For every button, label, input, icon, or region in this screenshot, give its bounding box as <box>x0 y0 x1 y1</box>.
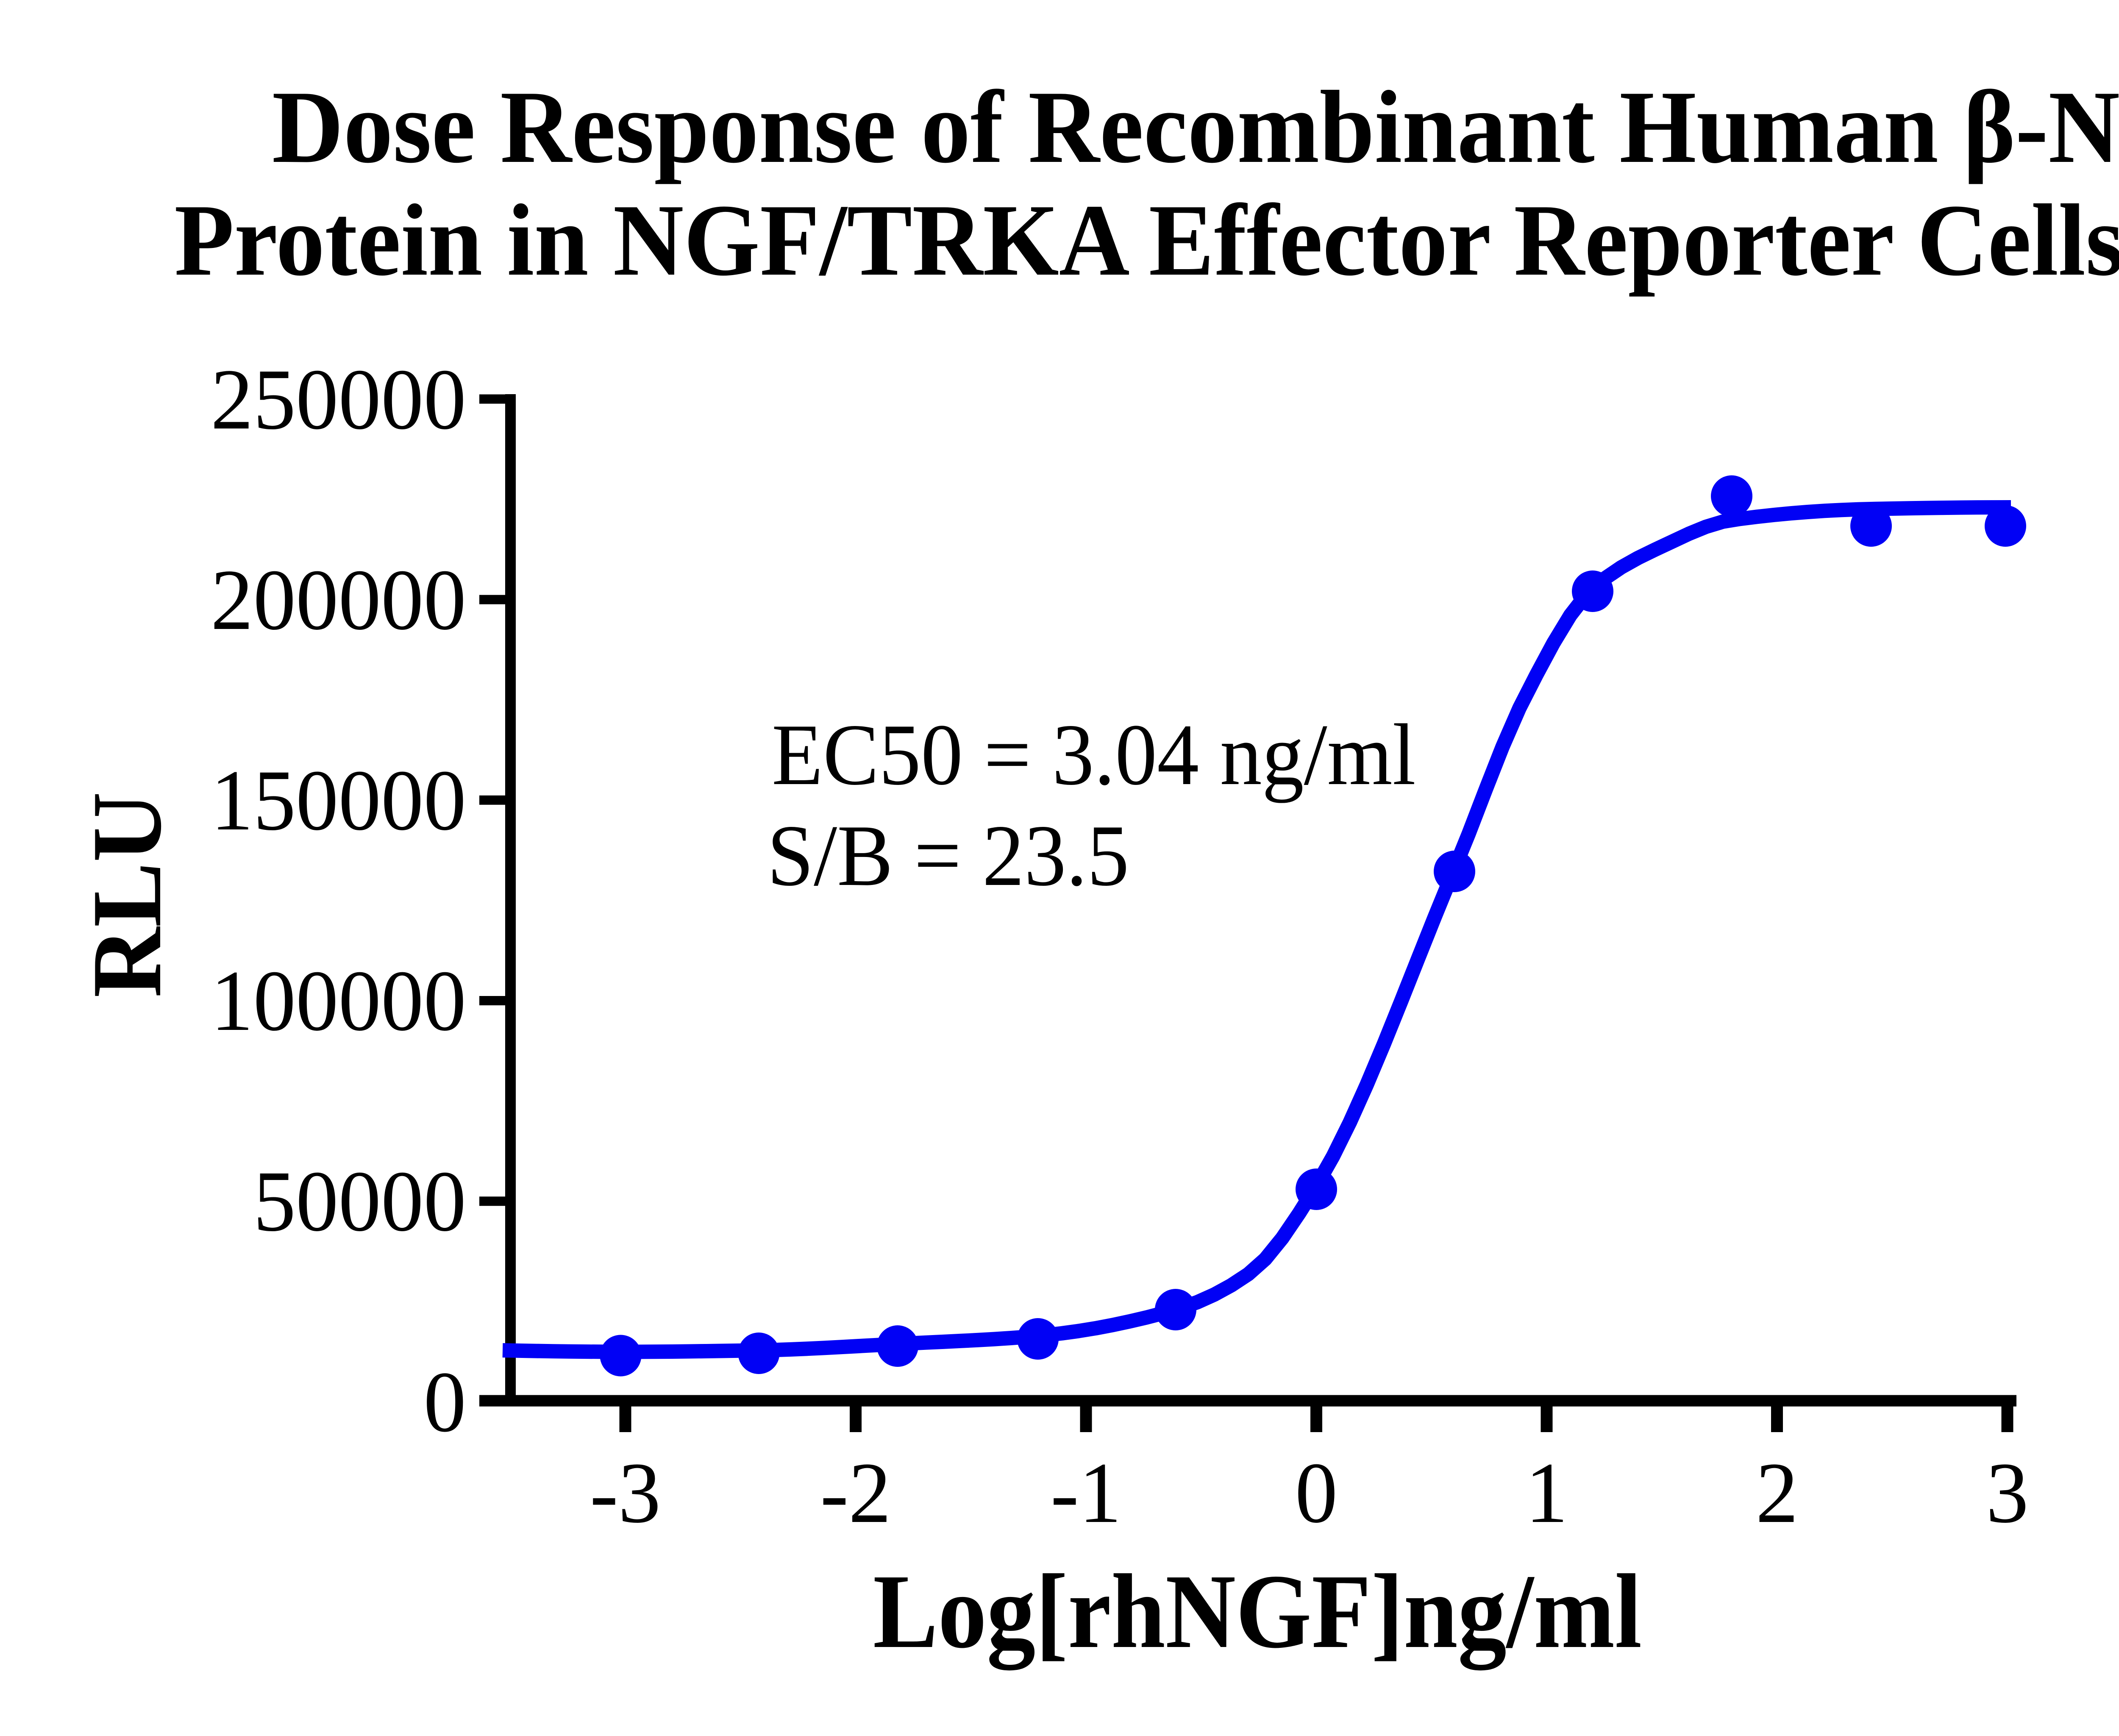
svg-text:EC50 = 3.04 ng/ml: EC50 = 3.04 ng/ml <box>772 706 1416 803</box>
svg-text:200000: 200000 <box>211 551 466 648</box>
svg-text:-3: -3 <box>590 1444 661 1541</box>
svg-text:Dose Response of Recombinant H: Dose Response of Recombinant Human β-NGF <box>272 70 2119 184</box>
svg-text:0: 0 <box>1295 1444 1338 1541</box>
svg-text:Protein in NGF/TRKA Effector R: Protein in NGF/TRKA Effector Reporter Ce… <box>174 184 2119 297</box>
svg-text:-1: -1 <box>1051 1444 1121 1541</box>
svg-text:1: 1 <box>1525 1444 1568 1541</box>
svg-text:-2: -2 <box>820 1444 891 1541</box>
svg-text:0: 0 <box>424 1354 466 1450</box>
svg-text:100000: 100000 <box>211 952 466 1049</box>
svg-text:S/B = 23.5: S/B = 23.5 <box>767 807 1129 904</box>
svg-text:3: 3 <box>1986 1444 2028 1541</box>
svg-text:50000: 50000 <box>253 1153 466 1249</box>
svg-text:250000: 250000 <box>211 351 466 447</box>
svg-text:RLU: RLU <box>72 792 182 998</box>
svg-text:Log[rhNGF]ng/ml: Log[rhNGF]ng/ml <box>873 1553 1642 1670</box>
svg-text:2: 2 <box>1756 1444 1798 1541</box>
svg-text:150000: 150000 <box>211 752 466 848</box>
